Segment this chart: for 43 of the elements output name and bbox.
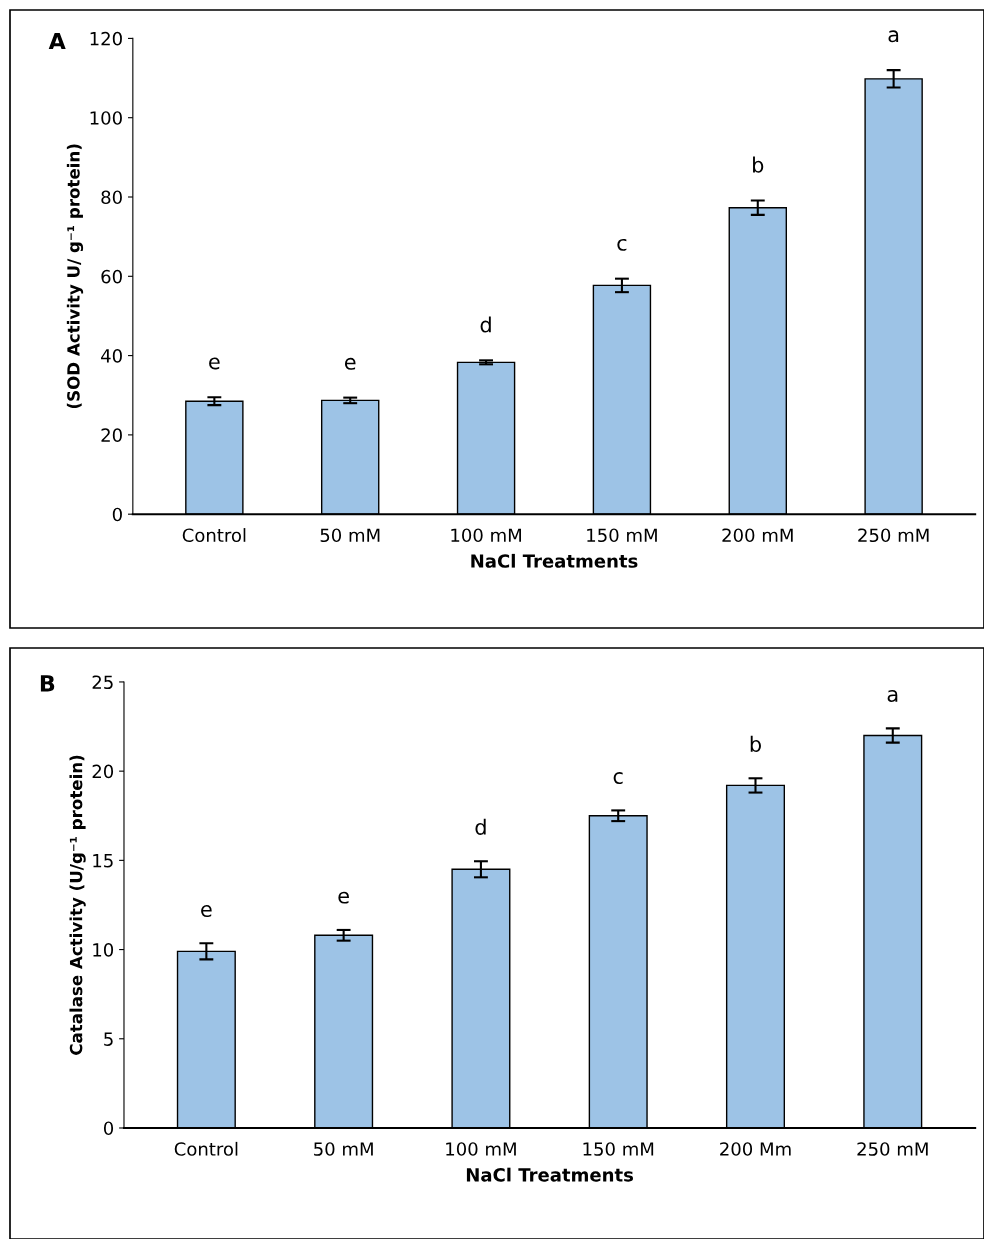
annotation: b [753, 156, 764, 173]
y-tick-label: 15 [93, 854, 113, 868]
annotation: e [344, 357, 356, 370]
y-tick-label: 0 [103, 1121, 114, 1136]
x-tick-label: 50 mM [314, 1142, 373, 1156]
x-tick-label: Control [174, 1141, 238, 1156]
y-tick-label: 80 [101, 190, 122, 205]
x-tick-label: 100 mM [451, 528, 521, 543]
y-tick-label: 0 [112, 507, 122, 522]
annotation: e [209, 357, 220, 370]
y-tick-label: 10 [93, 943, 114, 957]
annotation: a [887, 690, 898, 702]
annotation: e [338, 891, 349, 904]
y-axis-title: (SOD Activity U/ g⁻¹ protein) [66, 144, 84, 409]
y-tick-label: 20 [92, 764, 114, 779]
x-tick-label: Control [182, 528, 246, 543]
y-tick-label: 100 [90, 111, 122, 125]
x-tick-label: 50 mM [320, 528, 380, 543]
y-tick-label: 5 [104, 1032, 113, 1046]
y-tick-label: 60 [101, 269, 122, 284]
chart-title: B [40, 675, 55, 692]
x-tick-label: 250 mM [858, 528, 929, 543]
x-tick-label: 100 mM [446, 1142, 516, 1156]
x-tick-label: 200 mM [722, 528, 793, 543]
x-axis-title: NaCl Treatments [466, 1167, 634, 1182]
x-tick-label: 150 mM [587, 528, 657, 543]
y-tick-label: 20 [101, 428, 122, 443]
annotation: d [480, 316, 491, 333]
x-tick-label: 150 mM [583, 1142, 654, 1156]
y-tick-label: 40 [101, 349, 122, 363]
x-tick-label: 250 mM [857, 1142, 928, 1156]
y-axis-title: Catalase Activity (U/g⁻¹ protein) [69, 755, 86, 1055]
y-tick-label: 25 [92, 675, 113, 690]
annotation: b [750, 735, 761, 752]
annotation: c [617, 238, 627, 251]
y-tick-label: 120 [90, 31, 122, 46]
chart-title: A [48, 32, 66, 50]
annotation: d [475, 818, 486, 835]
x-tick-label: 200 Mm [720, 1142, 791, 1156]
annotation: c [613, 772, 623, 785]
annotation: e [201, 905, 212, 917]
x-axis-title: NaCl Treatments [471, 553, 638, 568]
annotation: a [888, 30, 899, 43]
